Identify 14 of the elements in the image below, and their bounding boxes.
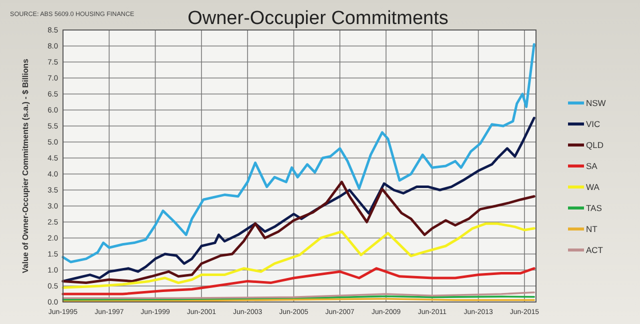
line-series: [62, 43, 536, 264]
legend-label: VIC: [586, 118, 600, 129]
line-series: [62, 267, 536, 296]
legend-label: QLD: [586, 140, 604, 150]
chart-title: Owner-Occupier Commitments: [188, 8, 448, 29]
legend-label: SA: [586, 160, 598, 171]
legend-label: WA: [586, 182, 600, 192]
y-axis-title: Value of Owner-Occupier Commitments (s.a.) - $ Billions: [21, 58, 30, 274]
legend-label: NT: [586, 224, 598, 234]
line-series: [62, 180, 536, 284]
line-series: [62, 222, 536, 289]
legend-label: TAS: [586, 202, 602, 213]
legend-label: NSW: [586, 98, 606, 108]
legend-label: ACT: [586, 244, 603, 255]
